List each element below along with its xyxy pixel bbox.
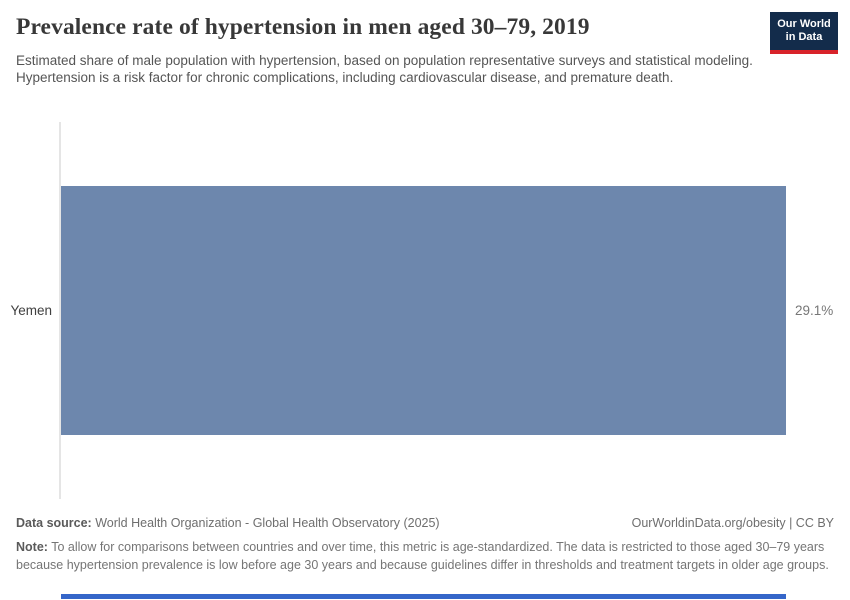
data-source-label: Data source:: [16, 516, 92, 530]
category-label: Yemen: [10, 303, 52, 318]
logo-line-2: in Data: [785, 31, 823, 43]
chart-subtitle: Estimated share of male population with …: [16, 53, 753, 85]
page-title: Prevalence rate of hypertension in men a…: [16, 14, 590, 40]
note-text: To allow for comparisons between countri…: [16, 540, 829, 572]
footer-note: Note: To allow for comparisons between c…: [16, 538, 836, 574]
data-source-value: World Health Organization - Global Healt…: [95, 516, 440, 530]
logo-line-1: Our World: [777, 18, 831, 30]
value-label: 29.1%: [795, 303, 834, 318]
timeline-bar[interactable]: [61, 594, 786, 599]
bar-yemen[interactable]: [61, 186, 786, 435]
y-axis-line: [59, 122, 61, 499]
data-source-text: Data source: World Health Organization -…: [16, 516, 440, 530]
note-label: Note:: [16, 540, 48, 554]
attribution-link[interactable]: OurWorldinData.org/obesity | CC BY: [631, 516, 834, 530]
footer-source-row: Data source: World Health Organization -…: [16, 516, 834, 530]
owid-logo[interactable]: Our World in Data: [770, 12, 838, 54]
